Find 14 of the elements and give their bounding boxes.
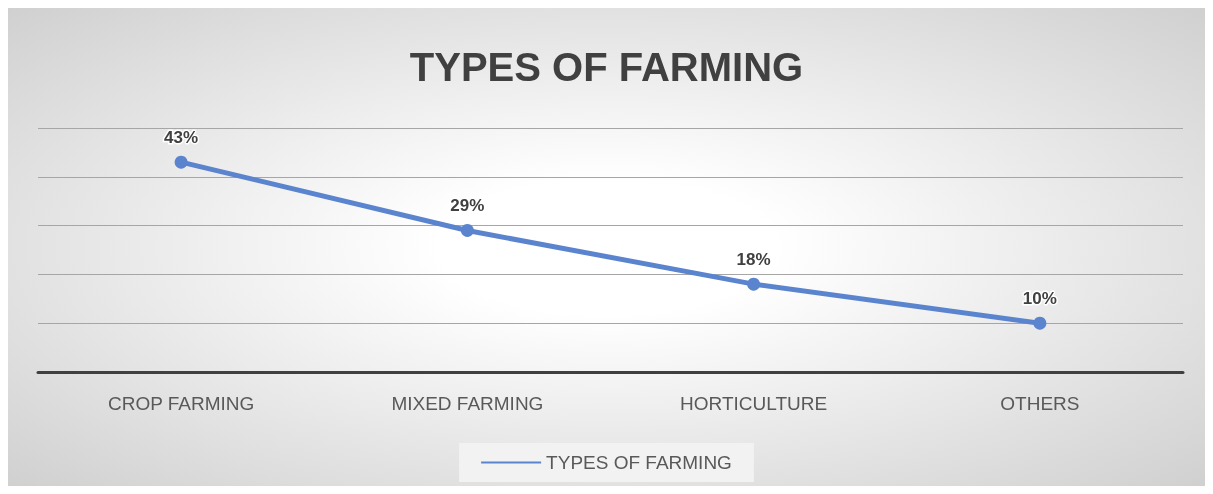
chart-title: TYPES OF FARMING xyxy=(409,45,804,89)
data-label: 18% xyxy=(736,249,771,269)
data-label: 29% xyxy=(450,195,485,215)
point xyxy=(747,277,761,291)
x-tick-label: OTHERS xyxy=(1000,393,1080,414)
point xyxy=(1033,316,1047,330)
point xyxy=(174,155,188,169)
legend-label: TYPES OF FARMING xyxy=(546,452,732,473)
x-tick-label: HORTICULTURE xyxy=(680,393,828,414)
point xyxy=(460,223,474,237)
data-label: 43% xyxy=(164,127,199,147)
data-label: 10% xyxy=(1022,288,1057,308)
x-tick-label: MIXED FARMING xyxy=(391,393,544,414)
x-tick-label: CROP FARMING xyxy=(107,393,255,414)
